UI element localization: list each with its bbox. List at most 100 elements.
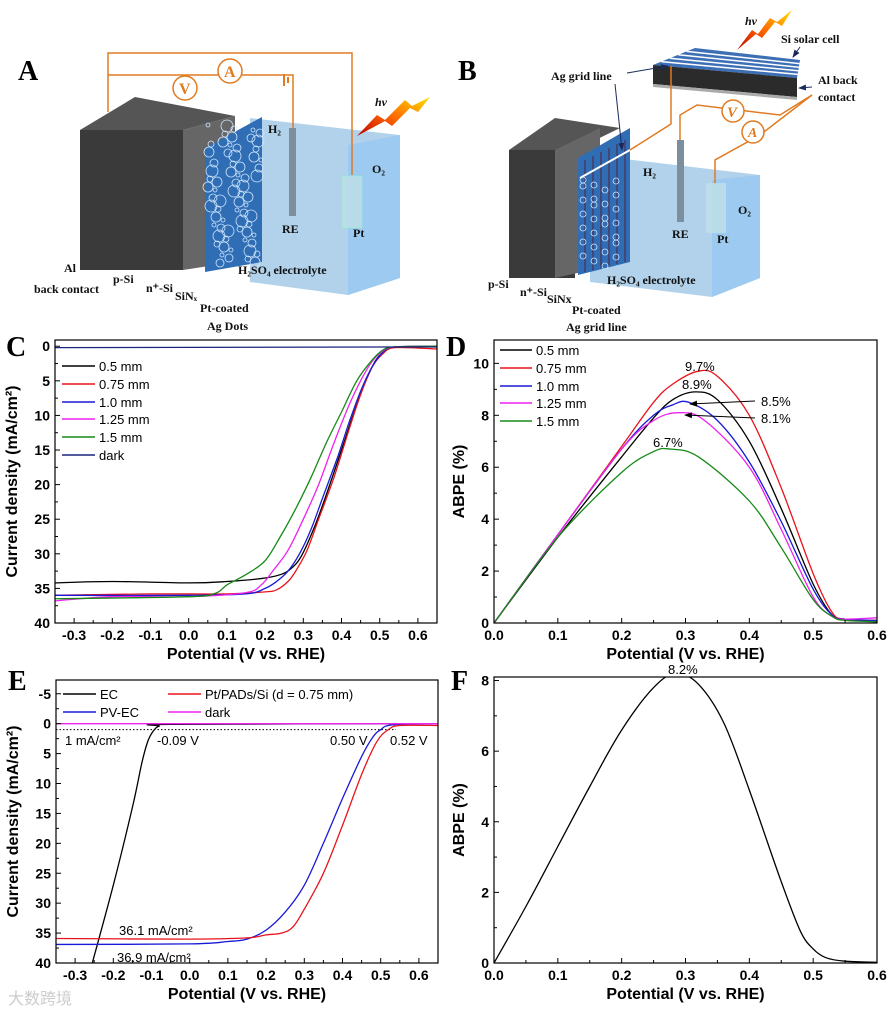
x-tick-label: 0.5 xyxy=(371,967,391,983)
pt-coated-label: Pt-coated xyxy=(200,301,249,315)
x-tick-label: 0.1 xyxy=(218,967,238,983)
x-tick-label: 0.1 xyxy=(548,627,568,643)
bubble xyxy=(231,178,241,188)
bubble xyxy=(226,131,238,143)
x-tick-label: 0.5 xyxy=(803,627,823,643)
contact-label: contact xyxy=(818,90,855,104)
bubble xyxy=(590,201,598,209)
bubble xyxy=(251,232,257,238)
annotation-pvec-jsc: 36.9 mA/cm² xyxy=(117,950,191,965)
x-tick-label: 0.4 xyxy=(333,967,353,983)
sinx-label: SiNₓ xyxy=(175,289,198,303)
bubble xyxy=(213,240,221,248)
pt-label: Pt xyxy=(717,232,728,246)
p-si-block-top xyxy=(80,97,235,130)
series-line-dark xyxy=(55,346,437,349)
solar-cell-back-contact xyxy=(653,84,797,100)
series-line-1.5-mm xyxy=(55,345,437,600)
o2-label: O₂ xyxy=(372,162,385,176)
electrolyte-tank-side xyxy=(348,135,400,295)
series-line-1.0-mm xyxy=(55,345,437,597)
x-tick-label: 0.5 xyxy=(370,627,390,643)
reference-electrode xyxy=(289,128,296,216)
legend-label: 0.75 mm xyxy=(99,377,150,392)
bubble xyxy=(249,256,261,268)
bubble xyxy=(227,184,241,198)
y-tick-label: 0 xyxy=(43,716,51,732)
x-tick-label: 0.6 xyxy=(867,627,887,643)
y-tick-label: 15 xyxy=(35,805,51,821)
re-label: RE xyxy=(282,222,299,236)
pt-label: Pt xyxy=(353,226,364,240)
series-group xyxy=(55,345,437,602)
p-si-block-top xyxy=(509,118,620,150)
p-si-label: p-Si xyxy=(488,277,509,291)
y-tick-label: 10 xyxy=(473,355,489,371)
annotation-peak-1.5mm: 6.7% xyxy=(653,435,683,450)
solar-grid-line xyxy=(661,60,798,76)
bubble xyxy=(255,128,265,138)
x-tick-label: 0.4 xyxy=(332,627,352,643)
x-tick-label: -0.2 xyxy=(101,967,125,983)
chart-d: 0.0 0.1 0.2 0.3 0.4 0.5 0.6 0 2 4 6 8 10 Potential (V… xyxy=(451,339,887,663)
annotation-peak: 8.2% xyxy=(668,662,698,677)
bubble xyxy=(205,122,211,128)
circuit-wire-a xyxy=(714,94,813,185)
panel-label-a: A xyxy=(18,56,39,87)
x-tick-label: 0.2 xyxy=(612,627,632,643)
y-tick-label: 35 xyxy=(35,925,51,941)
bubble xyxy=(601,200,609,208)
y-tick-label: 5 xyxy=(42,373,50,389)
annotation-peak-0.75mm: 9.7% xyxy=(685,359,715,374)
x-tick-label: 0.3 xyxy=(295,967,315,983)
y-tick-label: 10 xyxy=(35,776,51,792)
al-back-arrow xyxy=(798,84,813,91)
pt-ag-dot-panel xyxy=(205,117,262,272)
bubble xyxy=(227,142,233,148)
x-tick-label: 0.1 xyxy=(548,967,568,983)
y-tick-label: 35 xyxy=(34,580,50,596)
ag-grid-line-label: Ag grid line xyxy=(566,320,627,334)
x-tick-label: -0.3 xyxy=(63,967,87,983)
bubble xyxy=(236,225,244,233)
y-tick-label: 40 xyxy=(35,955,51,971)
bubble xyxy=(224,253,234,263)
circuit-wire-v xyxy=(679,94,813,140)
bubble xyxy=(590,181,598,189)
annotation-peak-0.5mm: 8.9% xyxy=(682,377,712,392)
light-bolt-icon xyxy=(737,10,792,50)
y-axis-label: Current density (mA/cm²) xyxy=(5,725,22,917)
bubble xyxy=(242,191,254,203)
legend-label: 1.25 mm xyxy=(99,412,150,427)
y-tick-label: 25 xyxy=(35,865,51,881)
bubble xyxy=(612,177,620,185)
annotation-arrow xyxy=(689,400,756,407)
ammeter-label: A xyxy=(747,126,757,141)
bubble xyxy=(234,207,240,213)
x-tick-label: 0.5 xyxy=(803,967,823,983)
bubble xyxy=(241,226,253,238)
bubble xyxy=(590,257,598,265)
h2-label: H₂ xyxy=(643,165,656,179)
y-tick-label: 2 xyxy=(481,563,489,579)
bubble xyxy=(219,252,225,258)
legend-label: 0.75 mm xyxy=(536,361,587,376)
bubble xyxy=(218,241,230,253)
bubble xyxy=(612,191,620,199)
bubble xyxy=(211,222,217,228)
ag-grid-top-label: Ag grid line xyxy=(551,69,612,83)
bubble xyxy=(215,258,225,268)
legend-d: 0.5 mm 0.75 mm 1.0 mm 1.25 mm 1.5 mm xyxy=(500,343,587,429)
ag-grid-arrow-2 xyxy=(614,83,625,151)
bubble xyxy=(258,157,264,163)
circuit-wire-v xyxy=(108,74,294,128)
annotation-peak-1.25mm: 8.1% xyxy=(761,411,791,426)
electrolyte-label: H₂SO₄ electrolyte xyxy=(238,263,327,277)
p-si-label: p-Si xyxy=(113,272,134,286)
electrolyte-label: H₂SO₄ electrolyte xyxy=(607,273,696,287)
y-tick-label: 40 xyxy=(34,615,50,631)
x-tick-label: 0.4 xyxy=(740,627,760,643)
y-tick-label: 30 xyxy=(35,895,51,911)
x-tick-label: -0.2 xyxy=(100,627,124,643)
